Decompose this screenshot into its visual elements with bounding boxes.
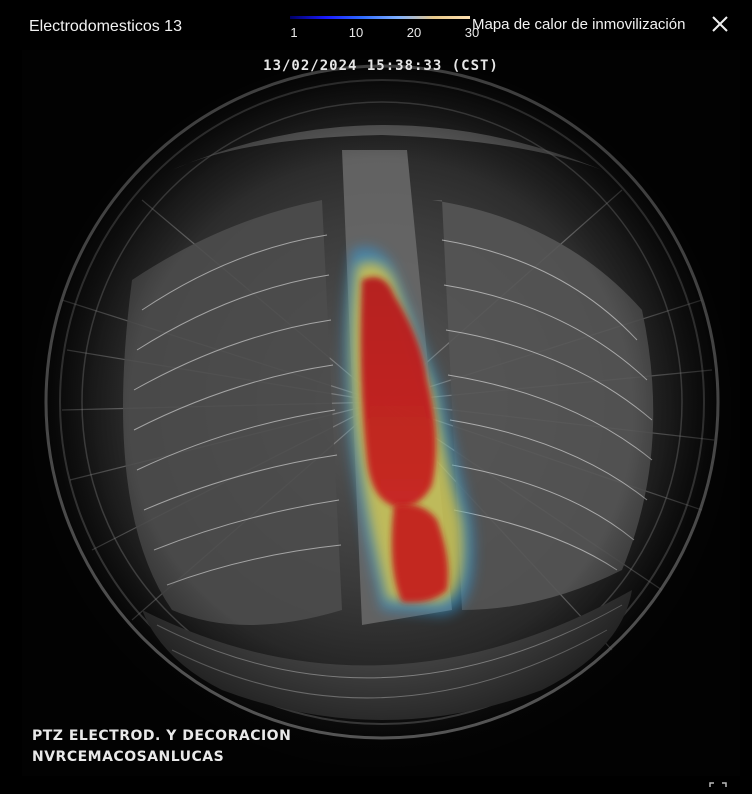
heatmap-legend-ticks: 1 10 20 30 bbox=[0, 25, 752, 45]
camera-overlay-name: PTZ ELECTROD. Y DECORACION bbox=[32, 728, 292, 744]
dialog-header: Electrodomesticos 13 1 10 20 30 Mapa de … bbox=[0, 0, 752, 50]
heatmap-title: Mapa de calor de inmovilización bbox=[472, 16, 686, 33]
legend-tick: 10 bbox=[348, 25, 364, 40]
close-icon bbox=[712, 16, 728, 32]
legend-tick: 20 bbox=[406, 25, 422, 40]
camera-overlay-nvr: NVRCEMACOSANLUCAS bbox=[32, 749, 225, 765]
camera-title: Electrodomesticos 13 bbox=[29, 18, 182, 35]
legend-tick: 30 bbox=[464, 25, 480, 40]
legend-tick: 1 bbox=[290, 25, 298, 40]
heatmap-legend-bar bbox=[290, 16, 470, 19]
fullscreen-icon[interactable] bbox=[708, 776, 728, 787]
fisheye-video-view[interactable]: 13/02/2024 15:38:33 (CST) PTZ ELECTROD. … bbox=[22, 50, 740, 776]
close-button[interactable] bbox=[708, 12, 732, 36]
video-timestamp: 13/02/2024 15:38:33 (CST) bbox=[263, 58, 499, 74]
fisheye-scene bbox=[22, 50, 740, 776]
